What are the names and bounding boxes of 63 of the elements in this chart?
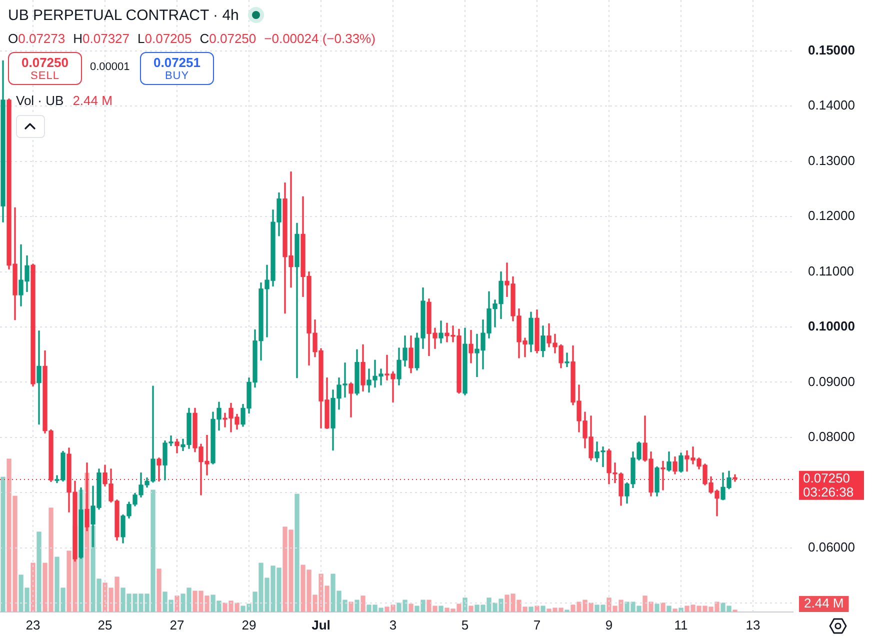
bar bbox=[540, 606, 546, 612]
bar bbox=[174, 596, 180, 612]
bar bbox=[0, 476, 6, 612]
sell-button: 0.07250 SELL bbox=[8, 52, 82, 85]
bar bbox=[348, 602, 354, 612]
annotation: 0.00001 bbox=[90, 61, 130, 74]
annotation: Vol · UB bbox=[16, 93, 64, 108]
bar bbox=[294, 494, 300, 612]
x-tick-label: 25 bbox=[98, 617, 112, 632]
x-tick-label: 5 bbox=[461, 617, 469, 632]
x-tick-label: 7 bbox=[533, 617, 541, 632]
bar bbox=[468, 606, 474, 612]
bar bbox=[156, 568, 162, 612]
y-tick-label: 0.10000 bbox=[808, 318, 855, 334]
x-tick-label: 13 bbox=[746, 617, 760, 632]
x-tick-label: Jul bbox=[312, 617, 330, 632]
y-tick-label: 0.08000 bbox=[808, 429, 855, 444]
text: 2.44 M bbox=[804, 596, 844, 611]
bar bbox=[462, 598, 468, 612]
bar bbox=[660, 602, 666, 612]
buy-button: 0.07251 BUY bbox=[140, 52, 214, 85]
y-tick-label: 0.15000 bbox=[808, 42, 855, 58]
x-tick-label: 3 bbox=[389, 617, 397, 632]
ref-line-label: 0.07250 bbox=[803, 470, 850, 486]
bar bbox=[360, 596, 366, 612]
annotation: SELL bbox=[30, 70, 60, 83]
bar bbox=[408, 604, 414, 612]
annotation: O0.07273 bbox=[8, 31, 66, 46]
x-tick-label: 27 bbox=[170, 617, 184, 632]
bar bbox=[534, 606, 540, 612]
annotation: 0.07250 bbox=[20, 55, 70, 70]
bar bbox=[528, 606, 534, 612]
text: 03:26:38 bbox=[803, 484, 854, 500]
x-tick-label: 9 bbox=[605, 617, 613, 632]
bar bbox=[354, 600, 360, 612]
bar bbox=[36, 532, 42, 612]
x-tick-label: 29 bbox=[242, 617, 256, 632]
candlestick bbox=[438, 320, 444, 344]
annotation: 2.44 M bbox=[72, 93, 112, 108]
y-tick-label: 0.12000 bbox=[808, 208, 855, 224]
candlestick bbox=[36, 330, 42, 425]
bar bbox=[678, 608, 684, 612]
x-tick-label: 23 bbox=[26, 617, 40, 632]
y-tick-label: 0.06000 bbox=[808, 540, 855, 555]
bar bbox=[666, 606, 672, 612]
y-tick-label: 0.09000 bbox=[808, 374, 855, 389]
annotation: H0.07327 bbox=[73, 31, 130, 46]
annotation: BUY bbox=[164, 70, 190, 83]
bar bbox=[30, 562, 36, 612]
bar bbox=[654, 604, 660, 612]
y-tick-label: 0.14000 bbox=[808, 98, 855, 113]
chart-title: UB PERPETUAL CONTRACT · 4h bbox=[8, 6, 239, 24]
y-tick-label: 0.11000 bbox=[808, 263, 854, 278]
x-tick-label: 11 bbox=[674, 617, 688, 632]
annotation: C0.07250 bbox=[200, 31, 256, 46]
candlestick bbox=[564, 352, 570, 368]
bar bbox=[672, 608, 678, 612]
y-tick-label: 0.13000 bbox=[808, 152, 855, 168]
annotation: −0.00024 (−0.33%) bbox=[264, 31, 376, 46]
annotation: 0.07251 bbox=[152, 55, 202, 70]
annotation: L0.07205 bbox=[138, 31, 192, 46]
candlestick bbox=[294, 222, 300, 378]
bar bbox=[438, 606, 444, 612]
